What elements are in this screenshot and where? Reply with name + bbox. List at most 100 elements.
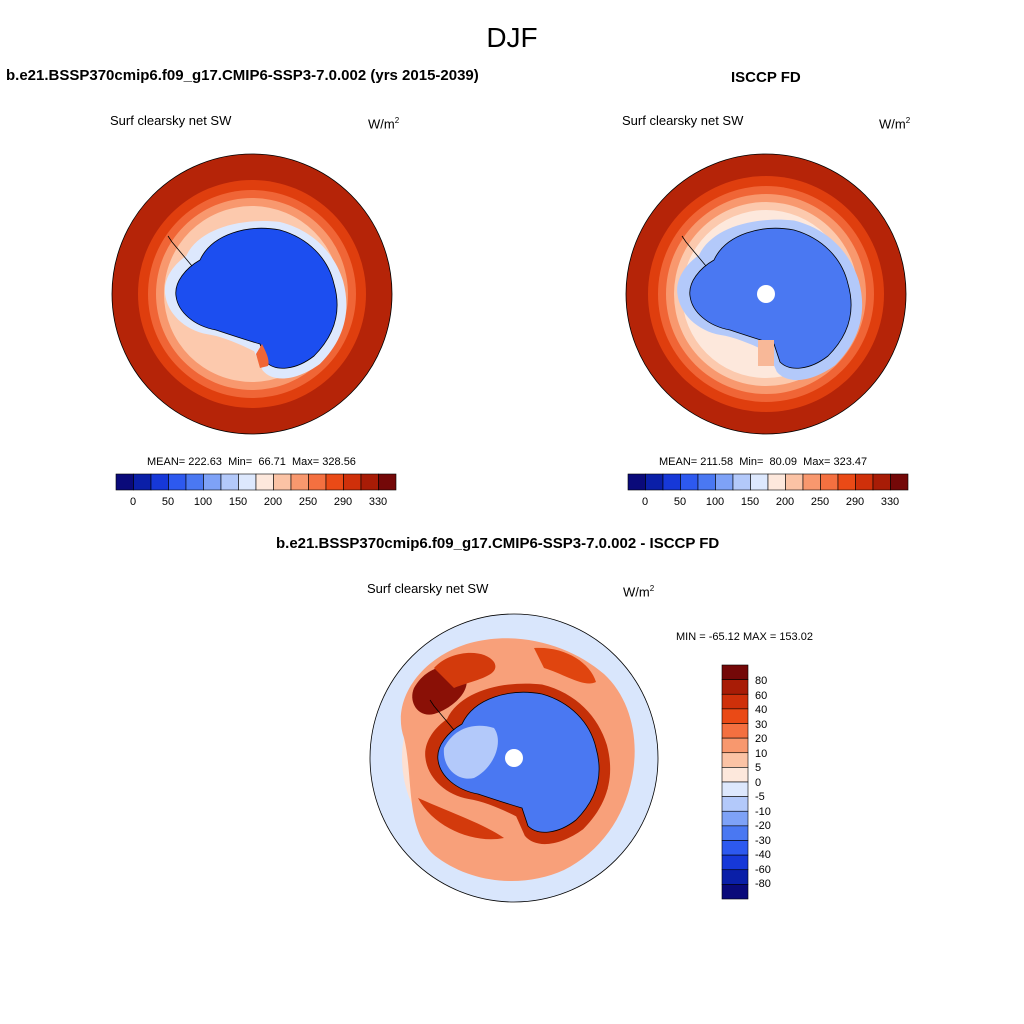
colorbar-swatch: [721, 679, 749, 695]
panel-3-tick: 80: [755, 675, 768, 687]
panel-3-tick: 10: [755, 748, 768, 760]
panel-2-variable: Surf clearsky net SW: [622, 113, 744, 128]
panel-3-warm-north: [534, 647, 596, 684]
panel-1-peninsula: [167, 235, 193, 267]
colorbar-swatch: [721, 840, 749, 856]
panel-2-units: W/m2: [879, 116, 911, 132]
colorbar-swatch: [721, 752, 749, 768]
colorbar-swatch: [697, 473, 716, 491]
colorbar-swatch: [715, 473, 734, 491]
panel-3-tick: -40: [755, 849, 771, 861]
panel-3-tick: -10: [755, 806, 771, 818]
panel-1-tick: 330: [368, 496, 388, 508]
panel-3-tick: 60: [755, 690, 768, 702]
panel-1-tick: 200: [263, 496, 283, 508]
colorbar-swatch: [721, 708, 749, 724]
panel-2-peninsula: [681, 235, 707, 267]
panel-3-peninsula: [429, 699, 455, 731]
colorbar-swatch: [627, 473, 646, 491]
panel-1-units: W/m2: [368, 116, 400, 132]
colorbar-swatch: [721, 810, 749, 827]
panel-1-tick: 100: [193, 496, 213, 508]
panel-2-map-border: [625, 153, 907, 435]
colorbar-swatch: [220, 473, 239, 491]
panel-3-tick: -20: [755, 820, 771, 832]
panel-3-map-border: [369, 613, 659, 903]
colorbar-swatch: [325, 473, 344, 491]
panel-2-tick: 330: [880, 496, 900, 508]
colorbar-swatch: [721, 869, 749, 885]
panel-3-warm-northwest: [434, 652, 496, 688]
panel-2-ross-patch: [758, 340, 774, 366]
colorbar-swatch: [255, 473, 274, 491]
panel-2-colorbar: [627, 473, 909, 491]
colorbar-swatch: [721, 796, 749, 812]
panel-2-tick: 250: [810, 496, 830, 508]
panel-1-colorbar: [115, 473, 397, 491]
panel-1-variable: Surf clearsky net SW: [110, 113, 232, 128]
panel-2-polar-map: [625, 153, 907, 435]
panel-3-tick: -5: [755, 791, 765, 803]
colorbar-swatch: [662, 473, 681, 491]
colorbar-swatch: [290, 473, 309, 491]
panel-1-map-border: [111, 153, 393, 435]
panel-3-minmax: MIN = -65.12 MAX = 153.02: [676, 631, 813, 643]
panel-3-tick: 30: [755, 719, 768, 731]
panel-3-tick: -30: [755, 835, 771, 847]
panel-3-tick: -60: [755, 864, 771, 876]
colorbar-swatch: [721, 884, 749, 900]
panel-3-tick: 0: [755, 777, 762, 789]
colorbar-swatch: [721, 767, 749, 783]
colorbar-swatch: [721, 825, 749, 841]
panel-1-tick: 250: [298, 496, 318, 508]
colorbar-swatch: [238, 473, 257, 491]
colorbar-swatch: [785, 473, 804, 491]
panel-3-tick: 40: [755, 704, 768, 716]
colorbar-swatch: [308, 473, 327, 491]
panel-3-tick: 20: [755, 733, 768, 745]
panel-3-title: b.e21.BSSP370cmip6.f09_g17.CMIP6-SSP3-7.…: [276, 535, 720, 552]
colorbar-swatch: [721, 723, 749, 739]
colorbar-swatch: [820, 473, 839, 491]
panel-1-ross-anomaly: [256, 344, 269, 368]
colorbar-swatch: [721, 781, 749, 797]
panel-2-tick: 50: [673, 496, 687, 508]
panel-1-antarctica: [175, 227, 338, 369]
panel-2-title: ISCCP FD: [731, 69, 801, 86]
panel-3-light-cooling: [443, 725, 498, 779]
colorbar-swatch: [273, 473, 292, 491]
colorbar-swatch: [645, 473, 664, 491]
colorbar-swatch: [721, 737, 749, 754]
figure-title: DJF: [486, 22, 538, 53]
colorbar-swatch: [767, 473, 786, 491]
colorbar-swatch: [343, 473, 362, 491]
colorbar-swatch: [115, 473, 134, 491]
colorbar-swatch: [721, 854, 749, 871]
colorbar-swatch: [360, 473, 379, 491]
panel-3-variable: Surf clearsky net SW: [367, 581, 489, 596]
panel-3-colorbar: [721, 664, 749, 900]
panel-2-stats: MEAN= 211.58 Min= 80.09 Max= 323.47: [659, 456, 868, 468]
colorbar-swatch: [680, 473, 699, 491]
colorbar-swatch: [168, 473, 187, 491]
panel-2-tick: 200: [775, 496, 795, 508]
panel-3-warm-southwest: [418, 798, 504, 840]
panel-1-tick: 0: [129, 496, 137, 508]
colorbar-swatch: [133, 473, 152, 491]
colorbar-swatch: [203, 473, 222, 491]
colorbar-swatch: [732, 473, 751, 491]
panel-1-title: b.e21.BSSP370cmip6.f09_g17.CMIP6-SSP3-7.…: [6, 67, 479, 84]
panel-2-pole-gap: [757, 285, 775, 303]
panel-1-tick: 290: [333, 496, 353, 508]
panel-1-stats: MEAN= 222.63 Min= 66.71 Max= 328.56: [147, 456, 356, 468]
colorbar-swatch: [185, 473, 204, 491]
panel-1-polar-map: [111, 153, 393, 435]
colorbar-swatch: [890, 473, 909, 491]
panel-2-tick: 150: [740, 496, 760, 508]
panel-2-tick: 100: [705, 496, 725, 508]
colorbar-swatch: [721, 664, 749, 680]
colorbar-swatch: [837, 473, 856, 491]
colorbar-swatch: [721, 693, 749, 710]
colorbar-swatch: [378, 473, 397, 491]
panel-3-pole-gap: [505, 749, 523, 767]
